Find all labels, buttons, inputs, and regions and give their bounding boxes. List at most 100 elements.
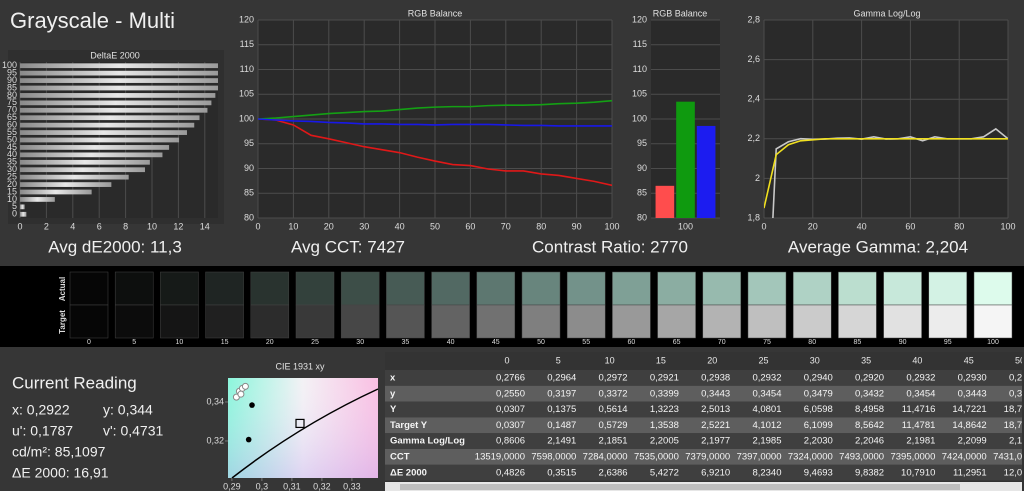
x-tick-label: 0,33 — [343, 481, 361, 491]
cell: 11,4716 — [902, 404, 936, 415]
x-tick-label: 80 — [536, 221, 546, 231]
swatch-actual — [295, 271, 335, 306]
cell: 18,7280 — [1004, 404, 1024, 415]
category-label: 95 — [7, 68, 17, 78]
table-row — [385, 449, 1022, 465]
x-tick-label: 70 — [501, 221, 511, 231]
swatch-target — [295, 304, 335, 339]
x-tick-label: 100 — [1000, 221, 1015, 231]
cell: 10,7910 — [901, 467, 935, 478]
bar — [20, 189, 92, 195]
table: 0 5 10 15 20 25 30 35 40 45 50 x 0,2766 0,2964 0,2972 0… — [385, 355, 1024, 481]
cell: 7397,0000 — [737, 452, 782, 463]
table-row — [385, 370, 1022, 386]
category-label: 70 — [7, 105, 17, 115]
level-label: 20 — [266, 339, 274, 346]
cell: 5,4272 — [650, 467, 679, 478]
category-label: 25 — [7, 172, 17, 182]
cell: 18,7330 — [1004, 420, 1024, 431]
bar — [20, 197, 55, 202]
swatch-target — [521, 304, 561, 339]
cell: 0,3454 — [752, 388, 781, 399]
summary: Avg dE2000: 11,3 — [48, 237, 182, 256]
bar — [20, 100, 212, 106]
y-tick-label: 2,8 — [747, 14, 760, 24]
cell: 9,8382 — [855, 467, 884, 478]
y-tick-label: 1,8 — [747, 212, 760, 222]
level-label: 35 — [402, 339, 410, 346]
cell: 0,2940 — [804, 373, 833, 384]
cell: 13519,0000 — [475, 452, 525, 463]
row-label: Gamma Log/Log — [390, 436, 465, 447]
summary: Contrast Ratio: 2770 — [532, 237, 688, 256]
y-tick-label: 100 — [632, 113, 647, 123]
category-label: 100 — [2, 60, 17, 70]
swatch-target — [838, 304, 877, 339]
y-tick-label: 105 — [632, 89, 647, 99]
swatch-actual — [250, 271, 290, 306]
cell: 0,3443 — [958, 388, 987, 399]
row-label: x — [390, 373, 396, 384]
cell: 14,8642 — [952, 420, 986, 431]
point — [295, 418, 305, 429]
category-label: 20 — [7, 179, 17, 189]
swatch-target — [340, 304, 380, 339]
table-row — [385, 417, 1022, 434]
y-tick-label: 0,32 — [206, 435, 224, 445]
summary: Avg CCT: 7427 — [291, 237, 405, 256]
level-label: 10 — [176, 339, 184, 346]
swatch-target — [612, 304, 651, 339]
cell: 8,5642 — [855, 420, 884, 431]
x-tick-label: 30 — [359, 221, 369, 231]
y-tick-label: 120 — [632, 14, 647, 24]
row-label: Actual — [58, 277, 67, 301]
swatch-target — [69, 304, 109, 339]
swatch-actual — [838, 271, 877, 306]
y-tick-label: 2,4 — [747, 94, 760, 104]
row-label: ΔE 2000 — [390, 467, 427, 478]
swatch-target — [702, 304, 742, 339]
swatch-target — [973, 304, 1013, 339]
swatch-actual — [747, 271, 787, 306]
reading-value: x: 0,2922 — [12, 402, 70, 418]
swatch-target — [386, 304, 425, 339]
category-label: 80 — [7, 90, 17, 100]
cell: 0,3444 — [1009, 388, 1024, 399]
y-tick-label: 80 — [637, 212, 647, 222]
cell: 0,3515 — [547, 467, 576, 478]
cell: 6,1099 — [804, 420, 833, 431]
column-header: 45 — [964, 355, 974, 365]
scrollbar-thumb[interactable] — [400, 484, 960, 490]
y-tick-label: 120 — [239, 14, 254, 24]
chart-title: RGB Balance — [653, 8, 708, 18]
x-tick-label: 40 — [857, 221, 867, 231]
cell: 0,5729 — [599, 420, 628, 431]
swatch-target — [657, 304, 696, 339]
cell: 7535,0000 — [634, 452, 679, 463]
category-label: 30 — [7, 164, 17, 174]
reading-value: ΔE 2000: 16,91 — [12, 465, 109, 481]
bar — [676, 101, 695, 218]
bar — [20, 70, 218, 76]
planckian-locus — [231, 388, 379, 479]
column-header: 20 — [707, 355, 717, 365]
level-label: 70 — [718, 339, 726, 346]
y-tick-label: 90 — [637, 163, 647, 173]
table-row — [385, 464, 1022, 481]
column-header: 35 — [861, 355, 871, 365]
reading-value: v': 0,4731 — [103, 423, 163, 439]
bar — [20, 182, 112, 187]
x-tick-label: 0,3 — [256, 481, 269, 491]
swatch-actual — [928, 271, 968, 306]
level-label: 80 — [808, 339, 816, 346]
y-tick-label: 2,2 — [747, 133, 760, 143]
bar — [20, 93, 216, 98]
plot-area — [764, 20, 1008, 218]
x-tick-label: 10 — [288, 221, 298, 231]
point — [249, 402, 255, 408]
row-label: Target — [58, 310, 67, 334]
swatch-target — [476, 304, 516, 339]
x-tick-label: 20 — [808, 221, 818, 231]
category-label: 85 — [7, 82, 17, 92]
swatch-target — [250, 304, 290, 339]
